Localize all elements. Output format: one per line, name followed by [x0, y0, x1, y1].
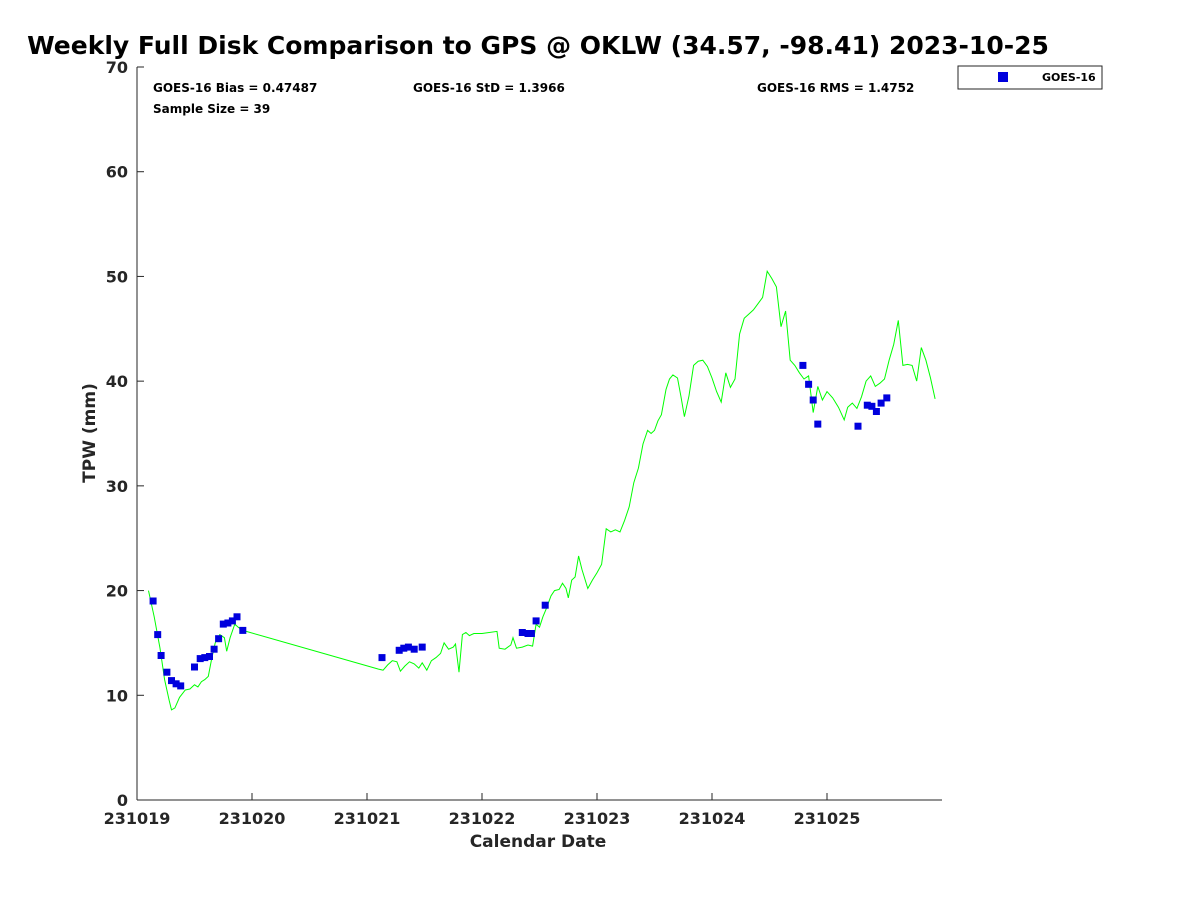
y-ticks: 0 10 20 30 40 50 60 70 [106, 58, 144, 810]
legend-box [957, 65, 1103, 90]
y-tick-label: 60 [106, 163, 128, 182]
x-tick-label: 231022 [449, 809, 516, 828]
goes16-point [201, 654, 209, 662]
goes16-point [163, 668, 171, 676]
goes16-point [527, 630, 535, 637]
goes16-point [868, 402, 876, 410]
goes16-point [532, 617, 540, 625]
goes16-point [404, 643, 412, 651]
goes16-point [872, 408, 880, 415]
x-tick-label: 231020 [219, 809, 286, 828]
y-tick-label: 30 [106, 477, 128, 496]
goes16-point [410, 645, 418, 653]
goes16-point [215, 635, 223, 643]
goes16-point [157, 652, 165, 659]
goes16-point [814, 420, 822, 428]
goes16-point [877, 399, 885, 407]
goes16-point [863, 401, 871, 409]
goes16-point [149, 597, 157, 605]
goes16-point [191, 663, 198, 671]
y-tick-label: 20 [106, 582, 128, 601]
goes16-point [418, 643, 426, 651]
goes16-point [239, 626, 247, 634]
gps-tpw-line [148, 269, 936, 711]
std-stat: GOES-16 StD = 1.3966 [413, 81, 565, 95]
goes16-point [378, 654, 386, 662]
goes16-point [206, 653, 213, 660]
goes16-point [518, 629, 526, 636]
goes16-point [177, 682, 185, 690]
goes16-point [224, 619, 232, 627]
y-tick-label: 50 [106, 267, 128, 286]
goes16-point [883, 394, 891, 402]
y-tick-label: 70 [106, 58, 128, 77]
goes16-point [395, 646, 403, 654]
y-axis-label: TPW (mm) [80, 383, 100, 483]
x-axis-label: Calendar Date [470, 832, 607, 852]
legend-label-goes16: GOES-16 [1042, 71, 1096, 84]
goes16-point [809, 396, 817, 404]
goes16-point [854, 422, 862, 430]
y-tick-label: 40 [106, 372, 128, 391]
goes16-point [233, 613, 241, 621]
series-layer [148, 269, 936, 711]
x-ticks: 231019 231020 231021 231022 231023 231024 2310… [104, 793, 861, 828]
goes16-point [805, 380, 813, 388]
x-tick-label: 231019 [104, 809, 171, 828]
y-tick-label: 0 [117, 791, 128, 810]
goes16-point [400, 644, 408, 652]
x-tick-label: 231023 [564, 809, 631, 828]
chart-title: Weekly Full Disk Comparison to GPS @ OKL… [27, 31, 1049, 60]
goes16-point [210, 645, 218, 653]
x-tick-label: 231025 [794, 809, 861, 828]
y-tick-label: 10 [106, 686, 128, 705]
bias-stat: GOES-16 Bias = 0.47487 [153, 81, 317, 95]
goes16-point [154, 631, 162, 639]
goes16-point [541, 601, 549, 609]
x-tick-label: 231024 [679, 809, 746, 828]
goes16-point [172, 680, 180, 688]
goes16-point [168, 677, 175, 685]
legend: GOES-16 [957, 65, 1103, 90]
plot-area: 0 10 20 30 40 50 60 70 231019 231020 231021 231022… [104, 58, 942, 828]
goes16-point [219, 620, 227, 628]
legend-marker-goes16 [998, 72, 1008, 82]
rms-stat: GOES-16 RMS = 1.4752 [757, 81, 914, 95]
goes16-point [228, 617, 236, 625]
goes16-point [196, 655, 204, 663]
sample-size-stat: Sample Size = 39 [153, 102, 270, 116]
x-tick-label: 231021 [334, 809, 401, 828]
goes16-point [799, 361, 807, 369]
